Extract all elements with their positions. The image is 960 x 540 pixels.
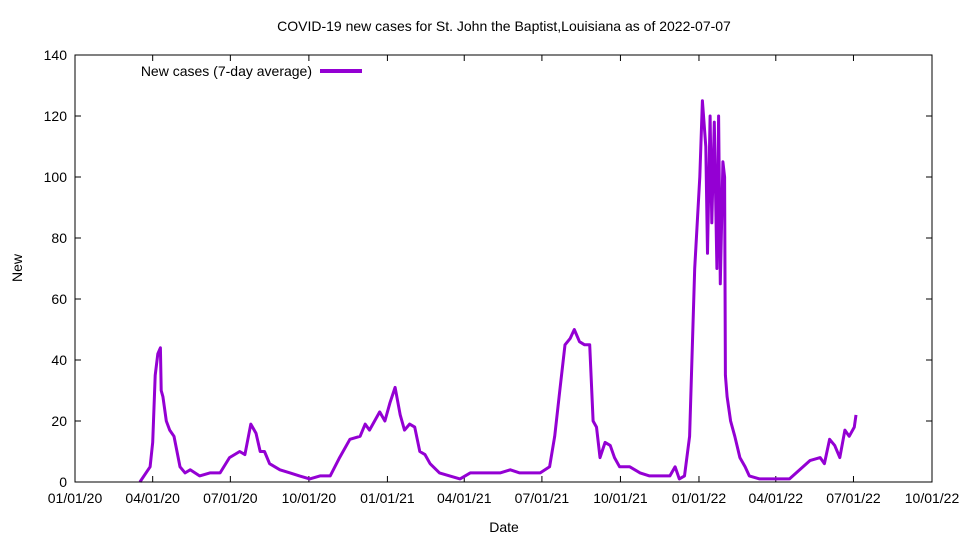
y-axis-label: New	[9, 253, 25, 282]
y-tick-label: 100	[44, 169, 68, 185]
series-line	[138, 99, 858, 483]
y-tick-label: 20	[51, 413, 67, 429]
x-tick-label: 01/01/20	[48, 490, 103, 506]
x-axis-label: Date	[489, 519, 519, 535]
legend: New cases (7-day average)	[141, 63, 362, 79]
x-tick-label: 10/01/22	[905, 490, 960, 506]
y-tick-label: 40	[51, 352, 67, 368]
chart-title: COVID-19 new cases for St. John the Bapt…	[277, 18, 731, 34]
x-tick-label: 07/01/22	[826, 490, 881, 506]
x-tick-label: 04/01/21	[437, 490, 492, 506]
x-tick-label: 01/01/21	[360, 490, 415, 506]
y-tick-label: 120	[44, 108, 68, 124]
y-tick-label: 0	[59, 474, 67, 490]
y-tick-label: 60	[51, 291, 67, 307]
y-tick-label: 140	[44, 47, 68, 63]
legend-label: New cases (7-day average)	[141, 63, 312, 79]
x-tick-label: 01/01/22	[672, 490, 727, 506]
y-tick-label: 80	[51, 230, 67, 246]
x-tick-label: 07/01/20	[203, 490, 258, 506]
plot-border	[74, 54, 933, 483]
x-tick-label: 10/01/20	[282, 490, 337, 506]
x-tick-label: 04/01/22	[749, 490, 804, 506]
x-tick-label: 10/01/21	[593, 490, 648, 506]
x-tick-label: 04/01/20	[125, 490, 180, 506]
x-tick-label: 07/01/21	[515, 490, 570, 506]
